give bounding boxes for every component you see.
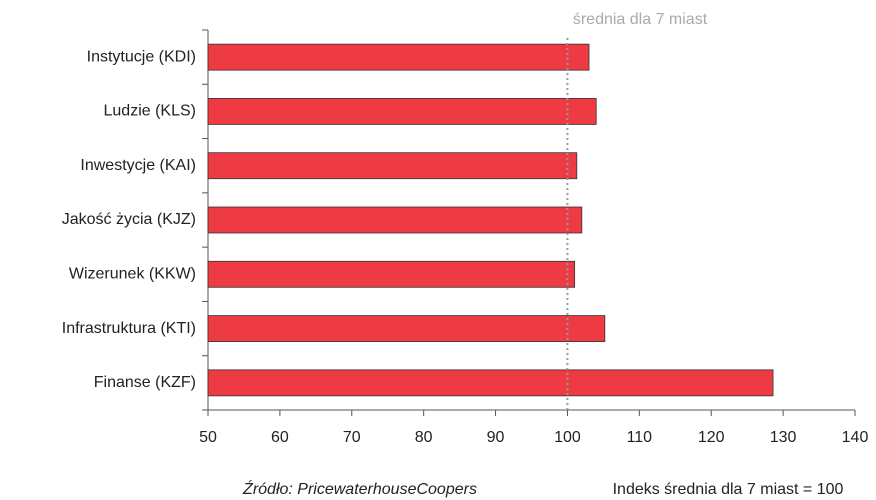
bar	[207, 152, 578, 180]
bar	[207, 260, 576, 288]
x-tick-label: 90	[487, 429, 505, 446]
y-tick-label: Instytucje (KDI)	[87, 48, 196, 65]
x-tick-label: 70	[343, 429, 361, 446]
x-tick-label: 80	[415, 429, 433, 446]
x-tick-label: 100	[554, 429, 581, 446]
y-tick-label: Wizerunek (KKW)	[69, 266, 196, 283]
x-tick-label: 140	[842, 429, 869, 446]
y-tick-label: Infrastruktura (KTI)	[62, 320, 196, 337]
x-tick-label: 110	[627, 429, 653, 446]
x-tick-label: 50	[199, 429, 217, 446]
note: Indeks średnia dla 7 miast = 100	[613, 481, 844, 498]
x-tick-label: 60	[271, 429, 289, 446]
y-tick-label: Ludzie (KLS)	[104, 103, 197, 120]
bar	[207, 206, 583, 234]
y-tick-label: Jakość życia (KJZ)	[62, 211, 196, 228]
reference-label: średnia dla 7 miast	[573, 11, 708, 28]
bar	[207, 43, 590, 71]
bar	[207, 315, 606, 342]
x-tick-label: 130	[770, 429, 797, 446]
source: Źródło: PricewaterhouseCoopers	[242, 479, 477, 498]
y-tick-label: Inwestycje (KAI)	[80, 157, 196, 174]
y-tick-label: Finanse (KZF)	[94, 374, 196, 391]
x-tick-label: 120	[698, 429, 725, 446]
bar	[207, 98, 597, 125]
bar	[207, 369, 774, 397]
